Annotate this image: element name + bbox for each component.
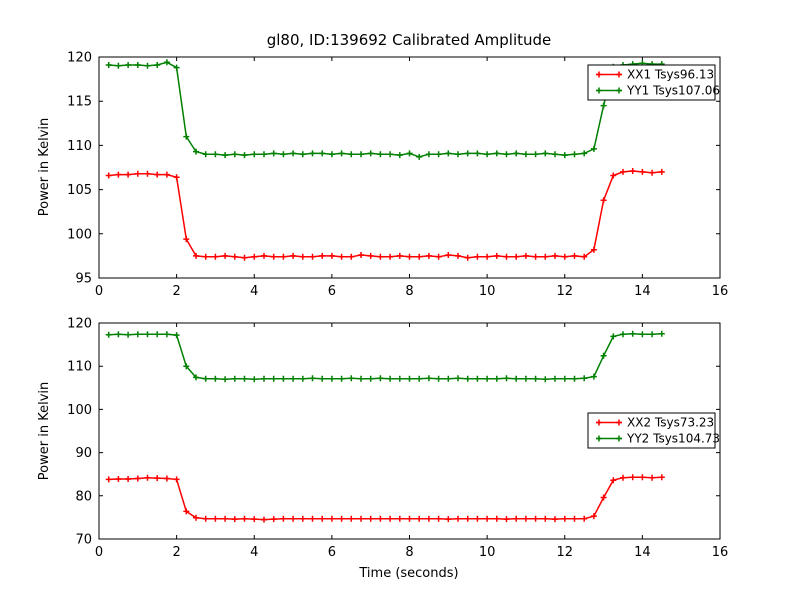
legend-entry-label: XX1 Tsys96.13 (627, 68, 714, 82)
x-tick-label: 6 (328, 545, 336, 560)
legend-entry-label: YY2 Tsys104.73 (626, 432, 720, 446)
x-axis-label: Time (seconds) (358, 566, 458, 581)
x-tick-label: 4 (250, 284, 258, 299)
y-tick-label: 110 (67, 360, 92, 375)
y-tick-label: 110 (67, 139, 92, 154)
x-tick-label: 14 (634, 284, 651, 299)
legend-entry-label: YY1 Tsys107.06 (626, 84, 720, 98)
tick-marks (98, 322, 721, 540)
legend-sample-marker (596, 71, 622, 78)
subplot-2: 0 2 4 6 8 10 12 14 16 70 80 90 100 110 120 XX2 Tsys73.2… (67, 317, 728, 561)
series-line-XX1 (108, 170, 662, 259)
legend-box (587, 64, 716, 101)
y-tick-label: 115 (67, 95, 92, 110)
x-tick-label: 14 (634, 545, 651, 560)
subplot-2-ylabel: Power in Kelvin (37, 382, 52, 480)
subplot-1-ylabel: Power in Kelvin (37, 118, 52, 216)
series-line-XX2 (108, 476, 662, 521)
series-line-YY2 (108, 333, 662, 380)
series-markers-XX2 (105, 474, 665, 523)
series-markers-YY2 (105, 330, 665, 383)
tick-marks (98, 56, 721, 279)
x-tick-label: 8 (405, 284, 413, 299)
series-markers-YY1 (105, 59, 665, 160)
x-tick-label: 10 (479, 284, 496, 299)
x-tick-label: 4 (250, 545, 258, 560)
y-tick-label: 120 (67, 51, 92, 66)
legend: XX1 Tsys96.13 YY1 Tsys107.06 (587, 64, 720, 101)
legend-sample-marker (596, 435, 622, 442)
series-line-YY1 (108, 61, 662, 158)
y-tick-label: 100 (67, 227, 92, 242)
legend-entry-label: XX2 Tsys73.23 (627, 416, 714, 430)
x-tick-label: 12 (556, 284, 573, 299)
legend: XX2 Tsys73.23 YY2 Tsys104.73 (587, 412, 720, 449)
x-tick-label: 2 (172, 284, 180, 299)
y-tick-label: 120 (67, 317, 92, 332)
y-tick-label: 95 (75, 272, 92, 287)
x-tick-label: 16 (712, 545, 729, 560)
subplot-1: 0 2 4 6 8 10 12 14 16 95 100 105 110 115 120 XX1 Tsys96… (67, 51, 728, 300)
x-tick-label: 0 (95, 284, 103, 299)
legend-sample-marker (596, 87, 622, 94)
x-tick-label: 2 (172, 545, 180, 560)
y-tick-label: 100 (67, 403, 92, 418)
y-tick-label: 80 (75, 489, 92, 504)
y-tick-label: 105 (67, 183, 92, 198)
y-tick-label: 70 (75, 533, 92, 548)
legend-sample-marker (596, 419, 622, 426)
series-markers-XX1 (105, 168, 665, 261)
x-tick-label: 10 (479, 545, 496, 560)
figure-title: gl80, ID:139692 Calibrated Amplitude (267, 31, 552, 49)
x-tick-label: 12 (556, 545, 573, 560)
x-tick-label: 0 (95, 545, 103, 560)
y-tick-label: 90 (75, 446, 92, 461)
legend-box (587, 412, 716, 449)
x-tick-label: 16 (712, 284, 729, 299)
x-tick-label: 6 (328, 284, 336, 299)
x-tick-label: 8 (405, 545, 413, 560)
